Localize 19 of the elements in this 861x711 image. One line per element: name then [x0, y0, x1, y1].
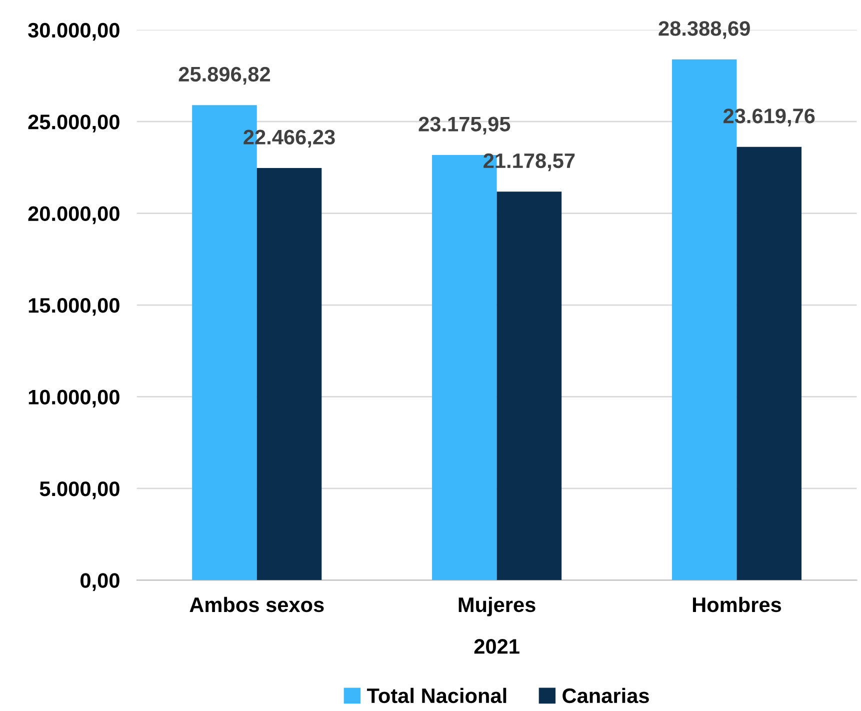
- bar: [256, 168, 322, 580]
- data-label: 25.896,82: [178, 66, 270, 85]
- x-tick-label: Ambos sexos: [190, 596, 324, 612]
- x-axis-title: 2021: [474, 639, 520, 654]
- bar: [496, 192, 562, 580]
- y-tick-label: 10.000,00: [28, 390, 120, 408]
- bar: [736, 146, 802, 580]
- legend-label: Total Nacional: [366, 688, 506, 704]
- y-tick-label: 0,00: [80, 573, 120, 591]
- x-tick-label: Mujeres: [458, 596, 536, 616]
- y-tick-label: 30.000,00: [28, 22, 120, 41]
- y-tick-label: 15.000,00: [28, 298, 120, 316]
- y-tick-label: 5.000,00: [40, 481, 120, 500]
- legend-label: Canarias: [562, 688, 649, 704]
- y-tick-label: 20.000,00: [28, 206, 120, 224]
- y-tick-label: 25.000,00: [28, 114, 120, 132]
- data-label: 23.175,95: [418, 116, 510, 134]
- data-label: 28.388,69: [658, 21, 750, 39]
- x-tick-label: Hombres: [692, 596, 782, 612]
